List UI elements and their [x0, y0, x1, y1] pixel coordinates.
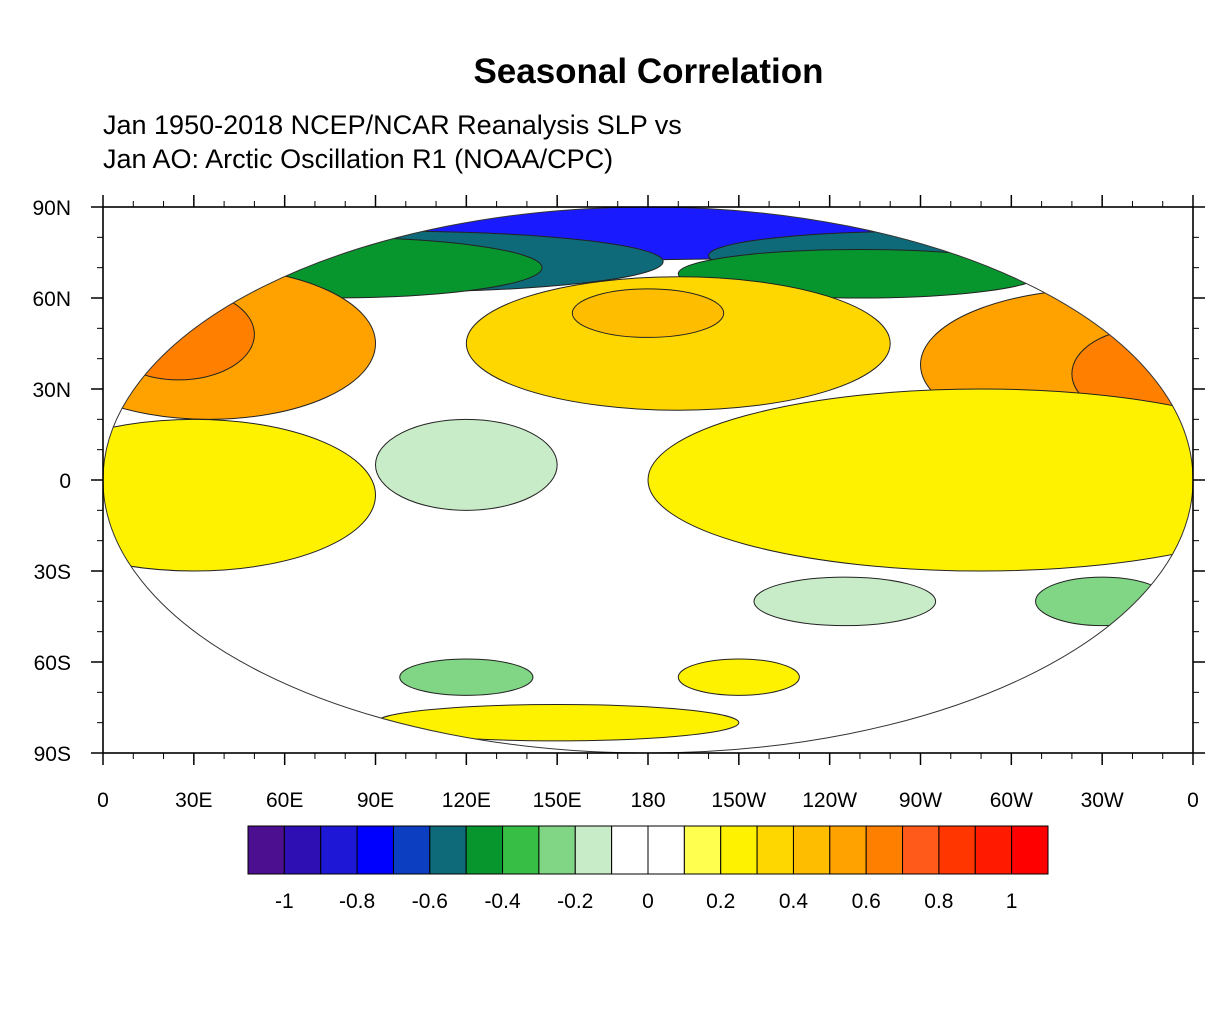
region-arctic-band-green-left [117, 236, 543, 299]
colorbar-swatch [974, 825, 1013, 875]
colorbar-swatch [502, 825, 540, 875]
lat-label: 0 [59, 470, 71, 493]
lon-label: 0 [1187, 789, 1199, 812]
lon-label: 90E [357, 789, 394, 812]
region-southern-indian-green [399, 658, 534, 696]
lon-label: 60E [266, 789, 303, 812]
colorbar-label: -0.2 [557, 890, 593, 913]
subtitle-line-2: Jan AO: Arctic Oscillation R1 (NOAA/CPC) [103, 144, 614, 174]
colorbar-label: -0.4 [484, 890, 521, 913]
region-south-atlantic-green [1035, 576, 1170, 627]
colorbar-swatch [611, 825, 649, 875]
colorbar-swatch [756, 825, 794, 875]
colorbar-swatch [538, 825, 576, 875]
lat-label: 60S [34, 652, 71, 675]
colorbar-swatch [247, 825, 285, 875]
colorbar-swatch [647, 825, 685, 875]
lat-label: 90S [34, 743, 71, 766]
colorbar-label: 0 [642, 890, 654, 913]
colorbar-label: -0.8 [339, 890, 375, 913]
colorbar-swatch [356, 825, 394, 875]
lon-label: 120E [442, 789, 491, 812]
colorbar-swatch [829, 825, 867, 875]
region-north-pacific-max [571, 288, 725, 338]
colorbar-label: 0.4 [779, 890, 809, 913]
lon-label: 60W [990, 789, 1033, 812]
colorbar-swatch [465, 825, 504, 875]
colorbar-swatch [1011, 825, 1049, 875]
lat-label: 30N [32, 379, 71, 402]
lon-label: 30W [1081, 789, 1124, 812]
lon-label: 150W [711, 789, 766, 812]
region-antarctic-yellow [375, 703, 740, 742]
colorbar-label: 1 [1006, 890, 1018, 913]
region-south-pacific-green [753, 576, 937, 627]
map-body [103, 207, 1193, 753]
lon-label: 120W [802, 789, 857, 812]
region-west-pacific-green [375, 418, 558, 511]
colorbar-label: -0.6 [412, 890, 448, 913]
lat-label: 90N [32, 197, 71, 220]
colorbar-swatch [902, 825, 940, 875]
colorbar-swatch [792, 825, 831, 875]
axis-ticks [91, 195, 1205, 765]
colorbar-label: 0.6 [852, 890, 881, 913]
colorbar-swatch [429, 825, 467, 875]
lat-label: 60N [32, 288, 71, 311]
colorbar-swatch [865, 825, 904, 875]
region-tropical-indian-yellow [103, 418, 376, 572]
colorbar-labels: -1 -0.8 -0.6 -0.4 -0.2 0 0.2 0.4 0.6 0.8 1 [275, 890, 1017, 913]
lon-label: 30E [175, 789, 212, 812]
colorbar-label: 0.2 [706, 890, 735, 913]
colorbar-swatch [574, 825, 613, 875]
colorbar-swatch [720, 825, 758, 875]
region-southern-pacific-yellow [677, 658, 800, 696]
chart-title: Seasonal Correlation [473, 52, 824, 91]
subtitle-line-1: Jan 1950-2018 NCEP/NCAR Reanalysis SLP v… [103, 110, 682, 140]
colorbar-swatch [392, 825, 431, 875]
colorbar-label: 0.8 [924, 890, 953, 913]
lon-label: 150E [533, 789, 582, 812]
colorbar-swatch [683, 825, 722, 875]
colorbar-swatch [283, 825, 322, 875]
region-europe-max [103, 288, 255, 381]
latitude-labels: 90N 60N 30N 0 30S 60S 90S [32, 197, 71, 766]
longitude-labels: 0 30E 60E 90E 120E 150E 180 150W 120W 90W 60W 30W 0 [97, 789, 1199, 812]
colorbar [247, 825, 1049, 875]
lon-label: 0 [97, 789, 109, 812]
lon-label: 90W [899, 789, 942, 812]
colorbar-swatch [938, 825, 976, 875]
region-tropical-atlantic-yellow [647, 388, 1193, 572]
colorbar-swatch [320, 825, 358, 875]
lon-label: 180 [630, 789, 665, 812]
lat-label: 30S [34, 561, 71, 584]
colorbar-label: -1 [275, 890, 294, 913]
